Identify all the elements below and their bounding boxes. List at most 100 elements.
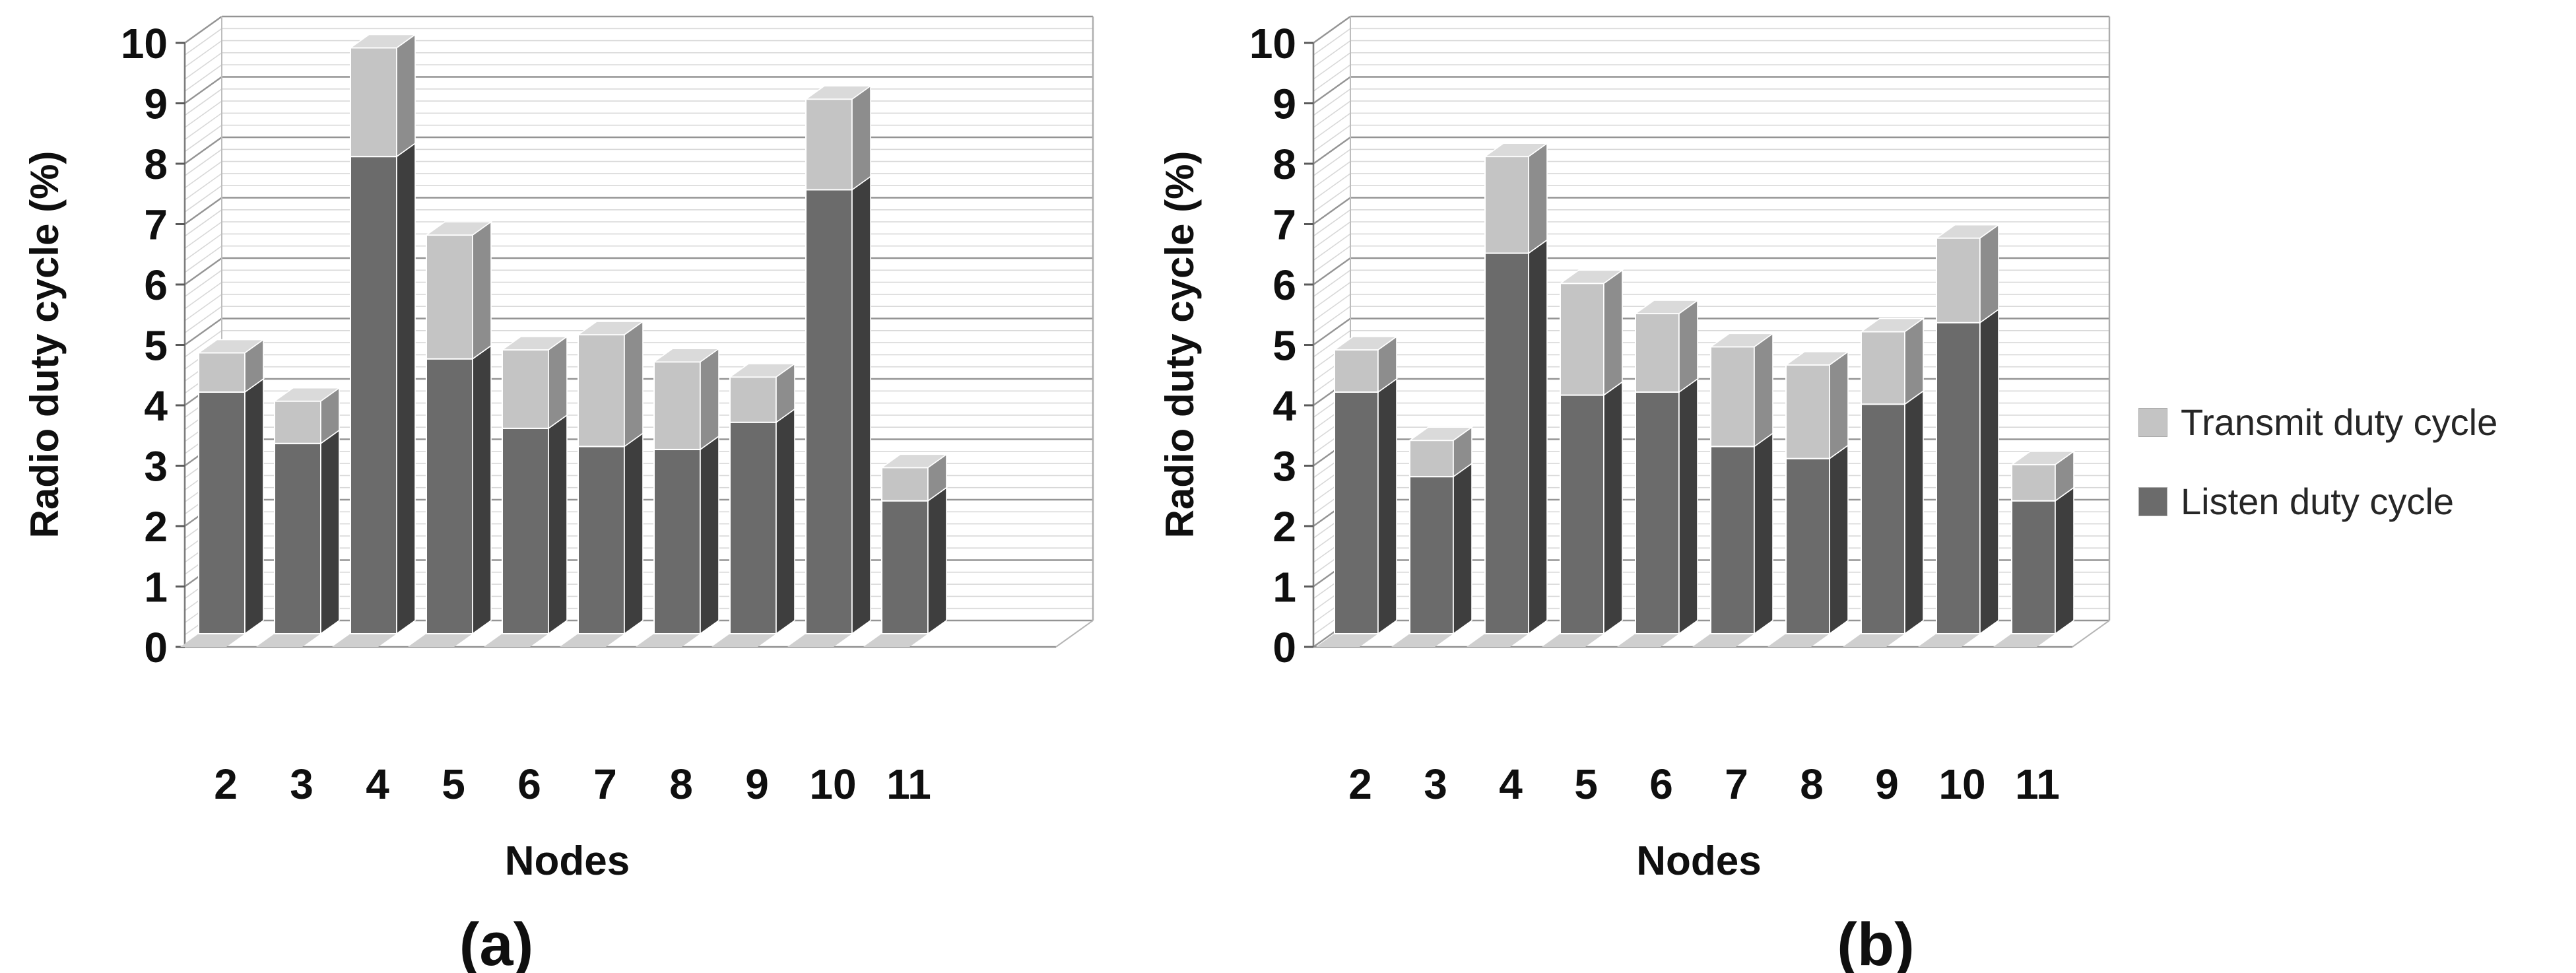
transmit-segment-side <box>396 33 416 158</box>
listen-segment <box>1936 321 1981 634</box>
x-tick-label: 2 <box>214 760 238 808</box>
x-tick-label: 10 <box>809 760 856 808</box>
sidewall-gridline <box>1313 112 1351 141</box>
bar-foot <box>332 634 397 647</box>
sidewall-gridline <box>1313 125 1351 152</box>
legend: Transmit duty cycle Listen duty cycle <box>2138 404 2497 562</box>
bar-node-4 <box>332 33 417 647</box>
listen-segment <box>198 391 246 634</box>
listen-segment <box>653 448 701 634</box>
y-tick-label: 10 <box>1249 20 1296 67</box>
x-tick-label: 4 <box>1499 760 1523 808</box>
listen-segment-side <box>320 429 340 635</box>
listen-segment-side <box>700 435 719 635</box>
sidewall-gridline <box>1313 197 1351 225</box>
transmit-segment-top <box>1558 269 1624 285</box>
y-tick-label: 5 <box>144 322 168 370</box>
x-tick-label: 3 <box>290 760 314 808</box>
sidewall-gridline <box>184 281 222 310</box>
sidewall-gridline <box>1313 209 1351 237</box>
x-axis-title: Nodes <box>505 838 630 884</box>
listen-segment-side <box>927 487 947 635</box>
sidewall-gridline <box>184 76 222 104</box>
listen-segment-side <box>1678 378 1698 635</box>
sidewall-gridline <box>184 306 222 333</box>
y-tick-label: 2 <box>1272 503 1296 551</box>
listen-segment <box>274 442 321 635</box>
listen-segment <box>1861 403 1905 634</box>
listen-swatch-icon <box>2138 487 2167 516</box>
transmit-segment-top <box>1934 224 2000 239</box>
transmit-segment <box>1635 313 1680 393</box>
sidewall-gridline <box>1313 88 1351 116</box>
x-tick-label: 5 <box>1574 760 1598 808</box>
sidewall-gridline <box>184 269 222 297</box>
sidewall-gridline <box>184 318 222 346</box>
sidewall-gridline <box>1313 149 1351 176</box>
bar-foot <box>1767 634 1830 647</box>
bar-node-9 <box>711 362 797 647</box>
transmit-segment <box>1409 440 1454 478</box>
bar-node-4 <box>1467 142 1549 647</box>
y-axis-title: Radio duty cycle (%) <box>22 151 67 539</box>
sidewall-gridline <box>184 112 222 141</box>
transmit-segment-top <box>880 453 948 469</box>
listen-segment <box>350 156 397 634</box>
listen-segment <box>1409 476 1454 634</box>
bar-node-2 <box>1316 335 1399 647</box>
transmit-segment-side <box>624 320 644 448</box>
bar-node-2 <box>180 338 265 647</box>
listen-segment-side <box>2055 487 2074 635</box>
bar-node-10 <box>1918 224 2000 647</box>
y-tick-label: 2 <box>144 503 168 551</box>
bar-node-6 <box>484 335 569 647</box>
transmit-segment-top <box>1634 300 1700 314</box>
listen-segment <box>1484 252 1529 634</box>
sidewall-gridline <box>1313 185 1351 213</box>
chart-b: 0 1 2 3 4 5 6 7 8 9 10 2 3 4 5 6 7 8 9 10 11 Nodes Radio duty … <box>1158 15 2111 973</box>
listen-segment <box>1710 446 1755 634</box>
bar-foot <box>484 634 548 647</box>
transmit-segment <box>502 349 549 429</box>
sidewall-gridline <box>184 330 222 358</box>
transmit-segment-top <box>804 85 873 100</box>
panel-caption: (b) <box>1837 911 1914 973</box>
bar-foot <box>1993 634 2055 647</box>
sidewall-gridline <box>1313 16 1351 44</box>
x-tick-label: 6 <box>1649 760 1673 808</box>
sidewall-gridline <box>184 221 222 249</box>
sidewall-gridline <box>1313 40 1351 68</box>
sidewall-gridline <box>1313 257 1351 285</box>
y-tick-label: 5 <box>1272 322 1296 370</box>
transmit-segment-side <box>1754 332 1773 448</box>
bar-node-7 <box>1692 332 1775 647</box>
transmit-segment <box>1785 364 1830 459</box>
sidewall-gridline <box>1313 318 1351 346</box>
sidewall-gridline <box>184 160 222 189</box>
bar-foot <box>1467 634 1529 647</box>
transmit-segment <box>653 361 701 450</box>
bar-foot <box>1542 634 1604 647</box>
sidewall-gridline <box>1313 28 1351 55</box>
sidewall-gridline <box>184 28 222 55</box>
bar-foot <box>1617 634 1679 647</box>
x-tick-label: 10 <box>1938 760 1985 808</box>
listen-segment-side <box>472 345 492 635</box>
transmit-segment <box>2011 463 2056 502</box>
sidewall-gridline <box>184 173 222 201</box>
bar-node-3 <box>1391 426 1474 647</box>
sidewall-gridline <box>184 185 222 213</box>
bar-node-5 <box>408 220 493 647</box>
transmit-segment-top <box>576 321 645 335</box>
bar-node-10 <box>787 84 873 647</box>
x-tick-label: 4 <box>366 760 389 808</box>
sidewall-gridline <box>1313 160 1351 189</box>
transmit-segment-top <box>348 34 417 49</box>
bar-node-3 <box>256 387 341 647</box>
transmit-segment-top <box>1859 318 1925 333</box>
legend-label-listen: Listen duty cycle <box>2181 481 2454 522</box>
transmit-segment <box>350 47 397 158</box>
transmit-segment-top <box>1784 351 1850 366</box>
bar-foot <box>1843 634 1905 647</box>
bar-foot <box>408 634 473 647</box>
